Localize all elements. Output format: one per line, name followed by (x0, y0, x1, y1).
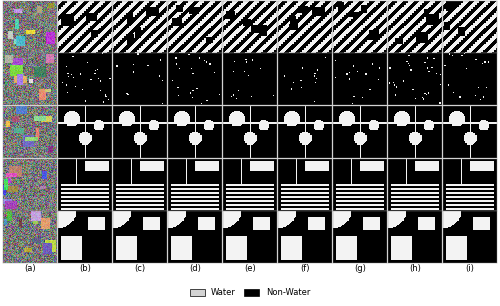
Legend: Water, Non-Water: Water, Non-Water (186, 285, 314, 300)
Text: (d): (d) (189, 264, 201, 273)
Text: (h): (h) (409, 264, 421, 273)
Text: (g): (g) (354, 264, 366, 273)
Text: (f): (f) (300, 264, 310, 273)
Text: (b): (b) (79, 264, 91, 273)
Text: (i): (i) (466, 264, 474, 273)
Text: (c): (c) (134, 264, 145, 273)
Text: (e): (e) (244, 264, 256, 273)
Text: (a): (a) (24, 264, 36, 273)
